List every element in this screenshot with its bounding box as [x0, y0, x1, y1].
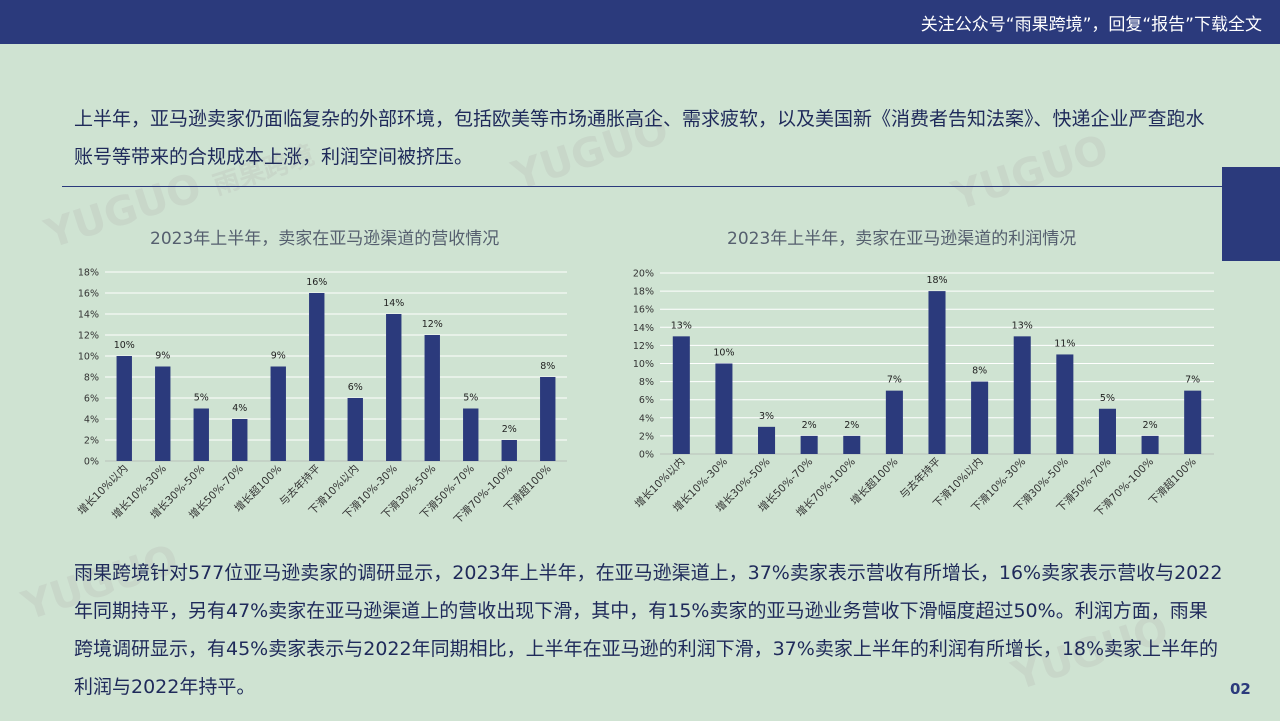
data-label: 7%: [1185, 375, 1200, 386]
data-label: 5%: [1100, 393, 1115, 404]
bar: [1141, 435, 1159, 454]
bar: [386, 314, 402, 461]
data-label: 2%: [502, 424, 517, 435]
bar: [501, 440, 517, 461]
bar: [232, 419, 248, 461]
y-tick-label: 8%: [84, 373, 99, 384]
y-tick-label: 2%: [639, 431, 654, 442]
download-note: 关注公众号“雨果跨境”，回复“报告”下载全文: [920, 15, 1262, 35]
y-tick-label: 4%: [84, 415, 99, 426]
data-label: 11%: [1054, 338, 1075, 349]
data-label: 18%: [926, 275, 947, 286]
data-label: 6%: [348, 382, 363, 393]
bar: [885, 390, 903, 454]
data-label: 13%: [1012, 320, 1033, 331]
y-tick-label: 6%: [639, 395, 654, 406]
bar: [800, 435, 818, 454]
data-label: 3%: [759, 411, 774, 422]
x-tick-label: 与去年持平: [897, 455, 943, 501]
bar: [1056, 354, 1074, 454]
bar: [193, 408, 209, 461]
y-tick-label: 16%: [78, 289, 99, 300]
data-label: 2%: [844, 420, 859, 431]
bar: [540, 377, 556, 461]
y-tick-label: 4%: [639, 413, 654, 424]
bar: [270, 366, 286, 461]
bar: [928, 291, 946, 454]
y-tick-label: 10%: [78, 352, 99, 363]
y-tick-label: 6%: [84, 394, 99, 405]
y-tick-label: 0%: [84, 457, 99, 468]
top-banner: 关注公众号“雨果跨境”，回复“报告”下载全文: [0, 0, 1280, 44]
data-label: 16%: [306, 277, 327, 288]
bar: [347, 398, 363, 461]
bar: [424, 335, 440, 461]
bar: [758, 426, 776, 454]
data-label: 8%: [540, 361, 555, 372]
bar: [116, 356, 132, 461]
divider: [62, 186, 1224, 187]
bar: [1098, 408, 1116, 454]
y-tick-label: 18%: [633, 287, 654, 298]
y-tick-label: 10%: [633, 359, 654, 370]
bar: [155, 366, 171, 461]
side-accent-block: [1222, 167, 1280, 261]
y-tick-label: 14%: [78, 310, 99, 321]
data-label: 2%: [1143, 420, 1158, 431]
bar: [971, 381, 989, 454]
data-label: 5%: [463, 393, 478, 404]
bar: [463, 408, 479, 461]
data-label: 10%: [713, 348, 734, 359]
bar: [1013, 336, 1031, 454]
summary-paragraph: 雨果跨境针对577位亚马逊卖家的调研显示，2023年上半年，在亚马逊渠道上，37…: [74, 562, 1223, 698]
y-tick-label: 18%: [78, 268, 99, 279]
data-label: 7%: [887, 375, 902, 386]
y-tick-label: 8%: [639, 377, 654, 388]
bar: [843, 435, 861, 454]
revenue-chart-title: 2023年上半年，卖家在亚马逊渠道的营收情况: [150, 229, 500, 249]
y-tick-label: 16%: [633, 305, 654, 316]
page-number: 02: [1230, 680, 1251, 698]
intro-paragraph: 上半年，亚马逊卖家仍面临复杂的外部环境，包括欧美等市场通胀高企、需求疲软，以及美…: [74, 108, 1205, 168]
y-tick-label: 12%: [633, 341, 654, 352]
profit-chart-title: 2023年上半年，卖家在亚马逊渠道的利润情况: [727, 229, 1077, 249]
data-label: 14%: [383, 298, 404, 309]
bar: [715, 363, 733, 454]
data-label: 4%: [232, 403, 247, 414]
y-tick-label: 14%: [633, 323, 654, 334]
bar: [1184, 390, 1202, 454]
revenue-bar-chart: 0%2%4%6%8%10%12%14%16%18%10%增长10%以内9%增长1…: [75, 268, 567, 526]
profit-bar-chart: 0%2%4%6%8%10%12%14%16%18%20%13%增长10%以内10…: [632, 269, 1214, 519]
y-tick-label: 20%: [633, 269, 654, 280]
y-tick-label: 12%: [78, 331, 99, 342]
data-label: 13%: [671, 320, 692, 331]
y-tick-label: 2%: [84, 436, 99, 447]
data-label: 9%: [271, 351, 286, 362]
bar: [309, 293, 325, 461]
bar: [672, 336, 690, 454]
data-label: 2%: [802, 420, 817, 431]
data-label: 8%: [972, 366, 987, 377]
data-label: 9%: [155, 351, 170, 362]
data-label: 12%: [422, 319, 443, 330]
data-label: 5%: [194, 393, 209, 404]
y-tick-label: 0%: [639, 450, 654, 461]
data-label: 10%: [114, 340, 135, 351]
